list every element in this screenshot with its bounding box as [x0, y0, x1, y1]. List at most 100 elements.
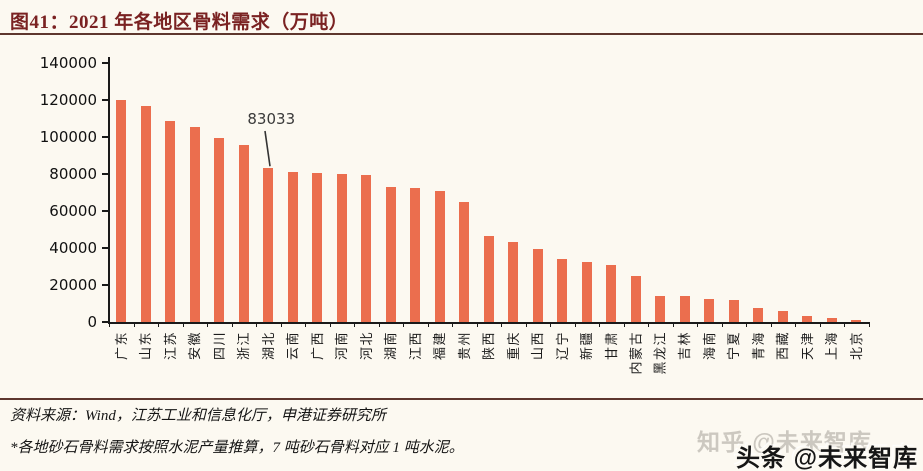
x-axis-tick	[795, 322, 796, 327]
x-axis-label: 黑龙江	[652, 331, 668, 375]
bar	[361, 174, 372, 322]
x-axis-tick	[844, 322, 845, 327]
bar	[483, 235, 494, 322]
x-axis-tick	[868, 322, 870, 327]
bar	[385, 186, 396, 322]
y-axis-tick	[101, 98, 109, 101]
x-axis-tick	[403, 322, 404, 327]
source-text: 资料来源：Wind，江苏工业和信息化厅，申港证券研究所	[10, 408, 386, 424]
y-axis-line	[107, 57, 110, 324]
x-axis-tick	[672, 322, 674, 327]
x-axis-label: 上海	[824, 331, 840, 361]
bar	[630, 276, 641, 322]
y-axis-tick	[101, 321, 109, 323]
bar	[606, 264, 617, 322]
x-axis-label: 陕西	[481, 331, 497, 361]
y-axis-tick	[101, 246, 109, 249]
x-axis-label: 吉林	[677, 331, 693, 361]
bar	[459, 202, 470, 322]
x-axis-label: 湖南	[383, 331, 399, 361]
x-axis-tick	[501, 322, 502, 327]
x-axis-label: 湖北	[260, 331, 276, 361]
bar	[116, 99, 127, 322]
bar	[336, 173, 347, 322]
x-axis-tick	[574, 322, 576, 327]
watermark-toutiao: 头条 @未来智库	[736, 445, 919, 471]
x-axis-tick	[329, 322, 331, 327]
x-axis-tick	[109, 322, 110, 327]
bar	[238, 145, 249, 322]
x-axis-label: 宁夏	[726, 331, 742, 361]
bar	[532, 249, 543, 322]
bar	[728, 299, 739, 322]
bar	[704, 299, 715, 322]
x-axis-tick	[770, 322, 772, 327]
x-axis-label: 甘肃	[603, 331, 619, 361]
x-axis-tick	[623, 322, 625, 327]
bar	[851, 319, 862, 322]
x-axis-tick	[378, 322, 380, 327]
y-axis-tick	[101, 209, 109, 212]
annotation-callout-line	[260, 129, 274, 169]
y-axis-label: 100000	[39, 127, 97, 146]
y-axis-tick	[101, 172, 109, 175]
x-axis-tick	[476, 322, 478, 327]
x-axis-tick	[207, 322, 208, 327]
y-axis-label: 20000	[49, 275, 97, 294]
bar	[777, 310, 788, 322]
x-axis-tick	[256, 322, 257, 327]
y-axis-label: 120000	[39, 90, 97, 109]
x-axis-label: 河北	[358, 331, 374, 361]
footer-rule	[0, 398, 923, 400]
x-axis-label: 青海	[750, 331, 766, 361]
y-axis-tick	[101, 135, 109, 138]
x-axis-label: 浙江	[236, 331, 252, 361]
bar	[165, 121, 176, 322]
bar	[679, 296, 690, 322]
bar	[214, 137, 225, 322]
x-axis-tick	[133, 322, 135, 327]
bar	[557, 259, 568, 322]
y-axis-label: 140000	[39, 53, 97, 72]
x-axis-tick	[648, 322, 649, 327]
bar	[263, 168, 274, 322]
x-axis-tick	[721, 322, 723, 327]
x-axis-label: 安徽	[187, 331, 203, 361]
y-axis-label: 40000	[49, 238, 97, 257]
x-axis-label: 广西	[309, 331, 325, 361]
x-axis-tick	[354, 322, 355, 327]
x-axis-label: 广东	[113, 331, 129, 361]
x-axis-label: 山东	[138, 331, 154, 361]
y-axis-label: 0	[87, 313, 97, 331]
x-axis-label: 福建	[432, 331, 448, 361]
x-axis-label: 贵州	[456, 331, 472, 361]
footnote-text: *各地砂石骨料需求按照水泥产量推算，7 吨砂石骨料对应 1 吨水泥。	[10, 440, 464, 456]
x-axis-label: 西藏	[775, 331, 791, 361]
x-axis-tick	[231, 322, 233, 327]
bar	[287, 172, 298, 322]
x-axis-label: 海南	[701, 331, 717, 361]
bar	[410, 187, 421, 322]
x-axis-label: 江西	[407, 331, 423, 361]
x-axis-label: 四川	[211, 331, 227, 361]
bar	[312, 173, 323, 322]
x-axis-tick	[280, 322, 282, 327]
title-rule	[0, 33, 923, 35]
annotation-label: 83033	[247, 110, 296, 128]
x-axis-tick	[550, 322, 551, 327]
x-axis-tick	[427, 322, 429, 327]
x-axis-tick	[305, 322, 306, 327]
y-axis-tick	[101, 61, 109, 64]
x-axis-label: 内蒙古	[628, 331, 644, 375]
x-axis-label: 北京	[848, 331, 864, 361]
watermark-zhihu: 知乎 @未来智库	[697, 429, 872, 455]
bar	[508, 241, 519, 322]
x-axis-tick	[525, 322, 527, 327]
x-axis-label: 辽宁	[554, 331, 570, 361]
bar	[189, 126, 200, 322]
bar	[802, 315, 813, 322]
y-axis-tick	[101, 283, 109, 286]
page-title: 图41：2021 年各地区骨料需求（万吨）	[10, 12, 349, 33]
